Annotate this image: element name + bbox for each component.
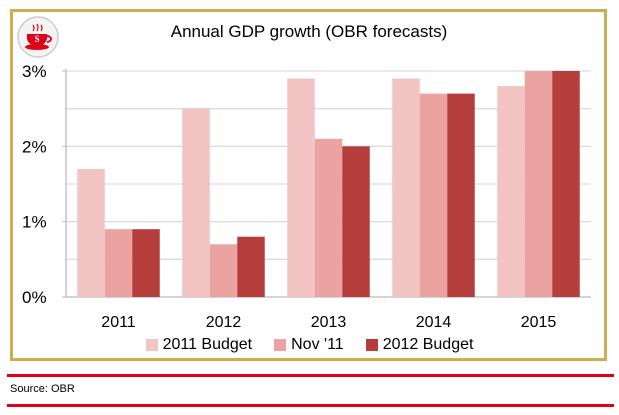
y-tick-label: 0%	[22, 288, 47, 307]
legend-swatch	[274, 339, 287, 351]
bar-2011-budget-2014	[392, 78, 420, 298]
bar-nov-11-2011	[104, 229, 133, 297]
bar-nov-11-2013	[314, 138, 343, 297]
bottom-rule	[7, 404, 614, 407]
x-tick-label: 2013	[311, 314, 347, 331]
x-tick-label: 2012	[206, 314, 242, 331]
y-tick-label: 1%	[22, 213, 47, 232]
x-tick-label: 2011	[101, 314, 136, 331]
legend-label: Nov '11	[291, 336, 344, 353]
source-note: Source: OBR	[10, 383, 75, 395]
legend-label: 2012 Budget	[382, 336, 474, 353]
legend: 2011 Budget Nov '11 2012 Budget	[0, 336, 619, 354]
chart-title: Annual GDP growth (OBR forecasts)	[171, 22, 448, 41]
bar-2011-budget-2011	[77, 168, 105, 297]
y-tick-label: 2%	[22, 137, 47, 156]
legend-item: 2012 Budget	[365, 336, 474, 354]
y-tick-label: 3%	[22, 62, 47, 81]
bar-nov-11-2015	[524, 71, 553, 297]
bar-2011-budget-2013	[287, 78, 315, 298]
legend-label: 2011 Budget	[162, 336, 253, 353]
bar-2011-budget-2012	[182, 108, 210, 298]
bar-2012-budget-2011	[132, 229, 160, 297]
bar-2012-budget-2015	[552, 71, 580, 297]
bar-2011-budget-2015	[497, 86, 525, 297]
bar-nov-11-2012	[209, 244, 238, 297]
top-rule	[7, 374, 614, 377]
bar-nov-11-2014	[419, 93, 448, 297]
svg-text:S: S	[34, 34, 39, 44]
teacup-logo-icon: S	[17, 16, 59, 58]
legend-swatch	[145, 339, 158, 351]
bar-2012-budget-2014	[447, 93, 475, 297]
chart-frame	[10, 9, 607, 361]
x-tick-label: 2015	[521, 314, 557, 331]
legend-item: 2011 Budget	[145, 336, 253, 354]
legend-swatch	[365, 339, 378, 351]
bar-2012-budget-2012	[237, 236, 265, 297]
legend-item: Nov '11	[274, 336, 344, 354]
x-tick-label: 2014	[416, 314, 452, 331]
bar-2012-budget-2013	[342, 146, 370, 297]
